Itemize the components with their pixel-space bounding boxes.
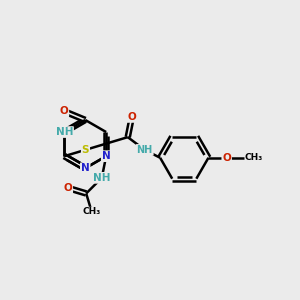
Text: N: N <box>81 163 90 173</box>
Text: CH₃: CH₃ <box>82 207 101 216</box>
Text: O: O <box>222 153 231 163</box>
Text: N: N <box>102 151 110 161</box>
Text: CH₃: CH₃ <box>245 153 263 162</box>
Text: NH: NH <box>136 145 153 155</box>
Text: NH: NH <box>56 127 73 137</box>
Text: O: O <box>64 183 72 193</box>
Text: O: O <box>60 106 68 116</box>
Text: S: S <box>82 145 89 155</box>
Text: O: O <box>128 112 136 122</box>
Text: NH: NH <box>93 173 111 183</box>
